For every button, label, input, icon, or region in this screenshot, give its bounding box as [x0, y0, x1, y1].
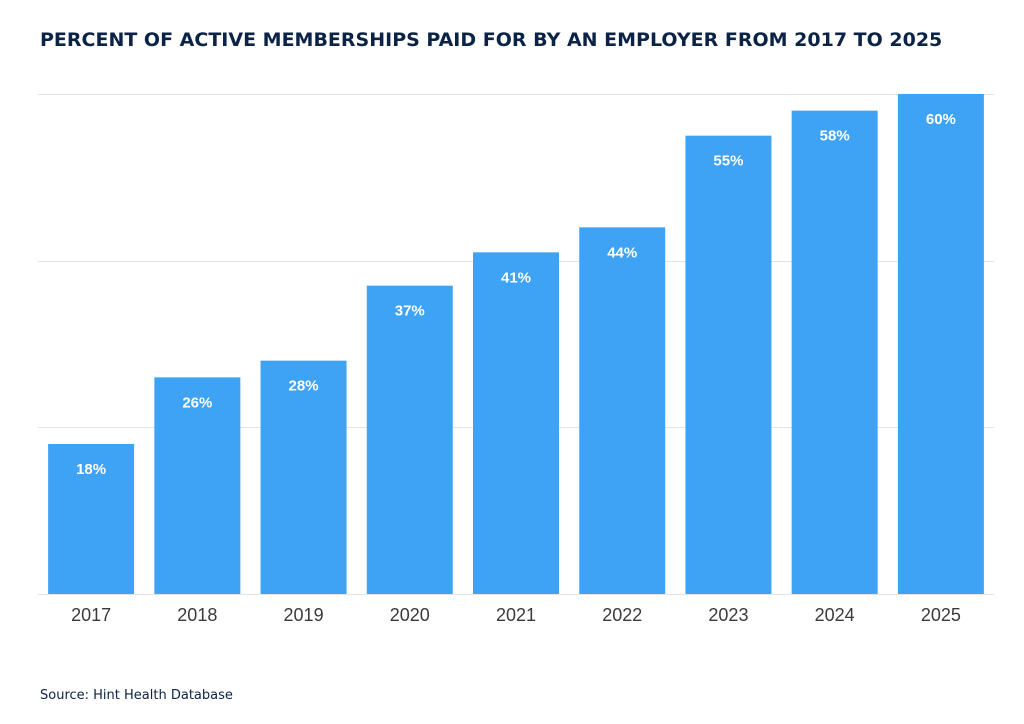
- data-label-2018: 26%: [182, 394, 212, 411]
- x-tick-label-2018: 2018: [177, 605, 217, 625]
- bar-2017: [48, 444, 135, 594]
- bar-2020: [366, 285, 453, 594]
- x-tick-label-2024: 2024: [815, 605, 855, 625]
- x-tick-label-2021: 2021: [496, 605, 536, 625]
- x-tick-label-2023: 2023: [708, 605, 748, 625]
- bar-2021: [473, 252, 559, 595]
- bar-2025: [897, 94, 984, 594]
- data-label-2021: 41%: [501, 269, 531, 286]
- data-label-2022: 44%: [607, 244, 637, 261]
- bar-2019: [260, 360, 347, 594]
- bar-2022: [579, 227, 666, 595]
- bar-2024: [791, 110, 878, 595]
- data-label-2024: 58%: [820, 128, 850, 145]
- x-tick-label-2017: 2017: [71, 605, 111, 625]
- data-label-2020: 37%: [395, 303, 425, 320]
- data-labels: 18% 26% 28% 37% 41% 44% 55% 58% 60%: [76, 111, 956, 478]
- x-tick-label-2020: 2020: [390, 605, 430, 625]
- x-tick-label-2019: 2019: [284, 605, 324, 625]
- data-label-2019: 28%: [289, 378, 319, 395]
- x-tick-label-2022: 2022: [602, 605, 642, 625]
- chart-title: PERCENT OF ACTIVE MEMBERSHIPS PAID FOR B…: [40, 29, 943, 51]
- x-axis-tick-labels: 2017 2018 2019 2020 2021 2022 2023 2024 2025: [71, 605, 961, 625]
- bar-2023: [685, 135, 772, 594]
- source-note: Source: Hint Health Database: [40, 688, 233, 703]
- bars: [48, 94, 984, 595]
- data-label-2023: 55%: [713, 153, 743, 170]
- data-label-2025: 60%: [926, 111, 956, 128]
- bar-2018: [154, 377, 241, 594]
- x-tick-label-2025: 2025: [921, 605, 961, 625]
- data-label-2017: 18%: [76, 461, 106, 478]
